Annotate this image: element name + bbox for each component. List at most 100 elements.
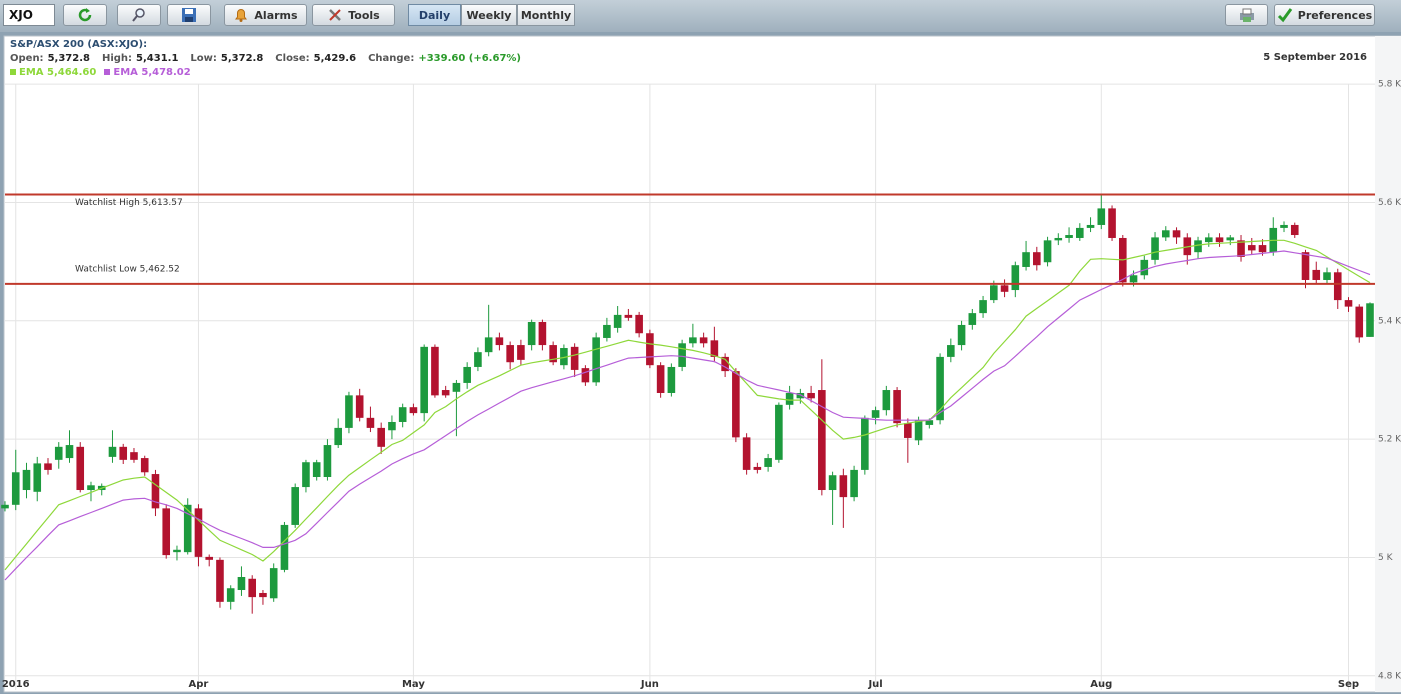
- candle-body: [1043, 240, 1052, 263]
- y-tick-label: 4.8 K: [1378, 671, 1401, 681]
- candle-body: [678, 343, 686, 367]
- candle-body: [1312, 269, 1321, 280]
- symbol-input[interactable]: XJO: [3, 4, 55, 26]
- quote-value: 5,431.1: [136, 53, 179, 64]
- legend-item: EMA 5,464.60: [10, 67, 96, 78]
- refresh-icon: [78, 8, 92, 22]
- candle-body: [173, 549, 181, 553]
- print-icon: [1239, 8, 1254, 22]
- zoom-button[interactable]: [117, 4, 161, 26]
- candle-body: [54, 446, 63, 460]
- print-button[interactable]: [1225, 4, 1268, 26]
- candle-body: [527, 321, 536, 346]
- candle-body: [366, 417, 375, 428]
- candle-body: [1183, 237, 1192, 256]
- candle-body: [1000, 285, 1009, 292]
- candle-body: [667, 366, 676, 393]
- candle-body: [1333, 272, 1342, 301]
- candle-body: [818, 390, 826, 491]
- tools-button[interactable]: Tools: [312, 4, 395, 26]
- candle-body: [1194, 240, 1202, 253]
- candle-body: [1237, 240, 1245, 257]
- date-label: 5 September 2016: [1263, 52, 1367, 63]
- candle-body: [506, 345, 514, 363]
- candle-body: [1151, 237, 1159, 260]
- monthly-button[interactable]: Monthly: [517, 4, 575, 26]
- candle-body: [656, 365, 665, 393]
- candle-body: [957, 324, 966, 346]
- candle-body: [710, 340, 719, 357]
- candle-body: [613, 314, 622, 328]
- candle-body: [1366, 303, 1374, 337]
- candle-body: [76, 446, 85, 491]
- x-tick-label: Jun: [640, 679, 659, 690]
- candle-body: [420, 346, 428, 414]
- candle-body: [517, 345, 525, 360]
- candle-body: [1258, 245, 1267, 253]
- candle-body: [990, 285, 998, 301]
- candle-body: [452, 382, 461, 392]
- refresh-button[interactable]: [63, 4, 107, 26]
- legend-label: EMA 5,478.02: [113, 67, 191, 78]
- candle-body: [775, 404, 783, 460]
- legend-item: EMA 5,478.02: [104, 67, 191, 78]
- candles: [1, 195, 1374, 614]
- quote-value: 5,372.8: [220, 53, 264, 64]
- candle-body: [1076, 227, 1084, 238]
- y-tick-label: 5.8 K: [1378, 80, 1401, 90]
- candle-body: [570, 346, 579, 370]
- save-button[interactable]: [167, 4, 211, 26]
- candle-body: [334, 427, 342, 446]
- x-tick-label: May: [402, 679, 425, 690]
- candle-body: [1172, 230, 1181, 238]
- candle-body: [431, 346, 439, 396]
- candle-body: [624, 314, 633, 318]
- candle-body: [205, 556, 214, 560]
- candle-body: [312, 462, 321, 478]
- legend-label: EMA 5,464.60: [19, 67, 97, 78]
- candle-body: [936, 356, 944, 421]
- preferences-button[interactable]: Preferences: [1274, 4, 1375, 26]
- candle-body: [646, 333, 654, 366]
- candle-body: [302, 462, 310, 488]
- candle-body: [65, 445, 74, 459]
- candle-body: [495, 337, 504, 346]
- candle-body: [130, 452, 138, 460]
- candle-body: [119, 446, 128, 460]
- candle-body: [635, 314, 643, 334]
- quote-row: Open: 5,372.8 High: 5,431.1 Low: 5,372.8 Close…: [10, 52, 533, 66]
- candle-body: [732, 371, 740, 438]
- candle-body: [807, 392, 815, 399]
- legend: EMA 5,464.60 EMA 5,478.02: [10, 66, 533, 80]
- candle-body: [1097, 208, 1106, 225]
- candle-body: [226, 588, 235, 602]
- candle-body: [441, 390, 450, 396]
- x-tick-label: 2016: [2, 679, 30, 690]
- candle-body: [1065, 235, 1073, 238]
- candle-body: [603, 324, 611, 338]
- candle-body: [484, 337, 493, 353]
- candle-body: [151, 474, 160, 509]
- quote-label: High:: [101, 53, 133, 64]
- quote-info: S&P/ASX 200 (ASX:XJO): Open: 5,372.8 High:…: [10, 38, 533, 80]
- candle-body: [592, 337, 600, 383]
- y-tick-label: 5.4 K: [1378, 316, 1401, 326]
- candle-body: [409, 407, 418, 414]
- ema-line: [4, 250, 1371, 581]
- daily-button[interactable]: Daily: [408, 4, 461, 26]
- candle-body: [11, 472, 20, 505]
- candle-body: [345, 395, 353, 428]
- watchlist-label: Watchlist High 5,613.57: [75, 198, 183, 208]
- candle-body: [162, 508, 171, 556]
- axis-strip: [1375, 36, 1401, 692]
- candle-body: [108, 446, 117, 457]
- candle-body: [785, 392, 794, 405]
- alarms-button[interactable]: Alarms: [224, 4, 307, 26]
- candle-body: [259, 592, 267, 598]
- weekly-button[interactable]: Weekly: [461, 4, 517, 26]
- quote-value: +339.60 (+6.67%): [418, 53, 521, 64]
- candle-body: [388, 421, 396, 431]
- candle-body: [549, 345, 557, 363]
